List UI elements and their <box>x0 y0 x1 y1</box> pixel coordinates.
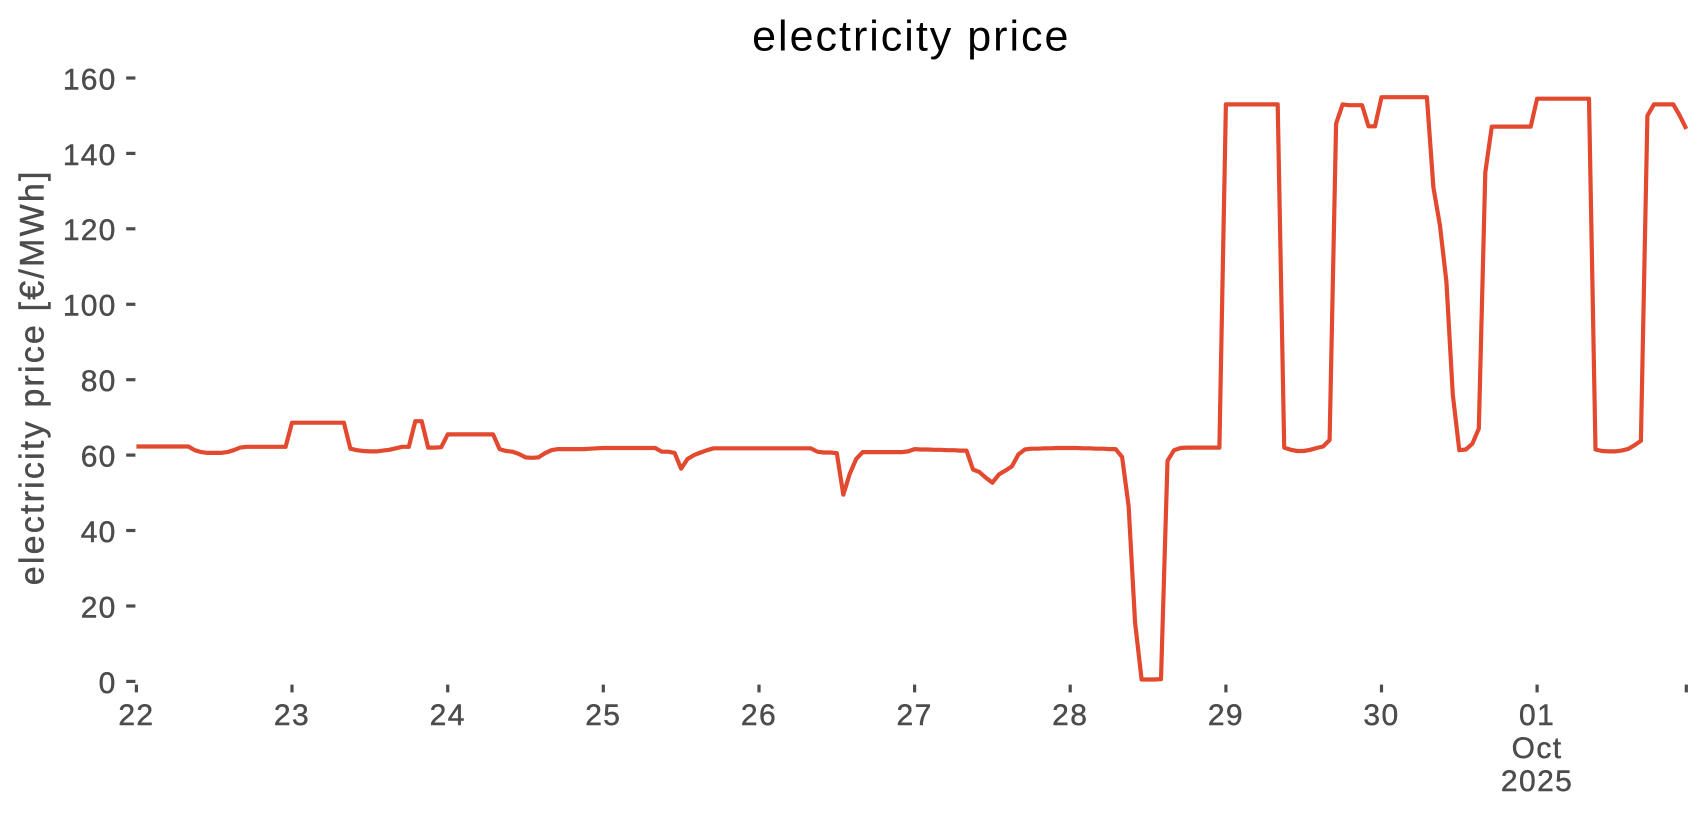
svg-text:22: 22 <box>118 699 154 732</box>
svg-text:01: 01 <box>1519 699 1555 732</box>
svg-text:2025: 2025 <box>1501 765 1573 798</box>
svg-text:30: 30 <box>1363 699 1399 732</box>
svg-text:27: 27 <box>897 699 933 732</box>
svg-text:80: 80 <box>81 365 117 398</box>
svg-text:0: 0 <box>99 667 117 700</box>
svg-text:20: 20 <box>81 591 117 624</box>
svg-text:120: 120 <box>63 214 117 247</box>
svg-text:140: 140 <box>63 139 117 172</box>
svg-text:60: 60 <box>81 441 117 474</box>
svg-text:160: 160 <box>63 63 117 96</box>
svg-text:Oct: Oct <box>1512 732 1563 765</box>
svg-text:29: 29 <box>1208 699 1244 732</box>
svg-text:electricity price [€/MWh]: electricity price [€/MWh] <box>14 169 52 585</box>
svg-text:electricity price: electricity price <box>752 12 1070 60</box>
svg-text:23: 23 <box>274 699 310 732</box>
svg-text:25: 25 <box>585 699 621 732</box>
svg-text:100: 100 <box>63 290 117 323</box>
svg-text:24: 24 <box>430 699 466 732</box>
svg-text:40: 40 <box>81 516 117 549</box>
svg-text:26: 26 <box>741 699 777 732</box>
svg-text:28: 28 <box>1052 699 1088 732</box>
